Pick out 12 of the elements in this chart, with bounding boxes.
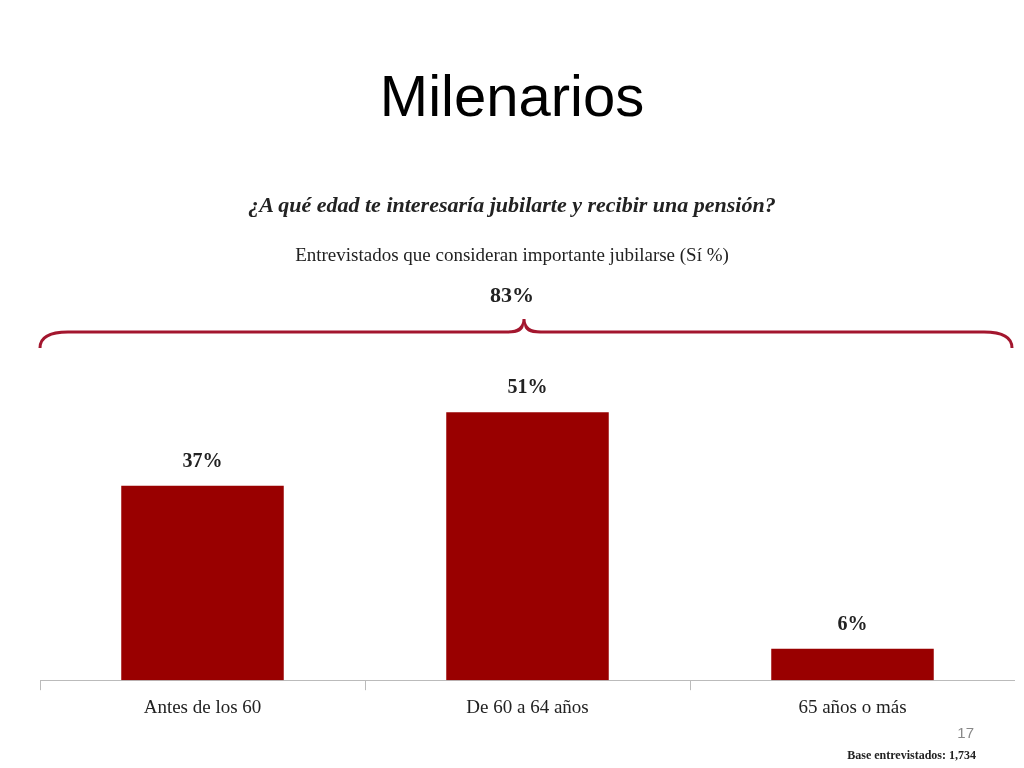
text: Base entrevistados: 1,734 (847, 748, 976, 763)
x-tick-label: 65 años o más (798, 695, 907, 717)
data-label: 6% (837, 611, 868, 634)
text: 83% (489, 282, 535, 308)
data-label: 37% (182, 449, 223, 471)
x-tick-label: De 60 a 64 años (466, 695, 589, 717)
data-label: 51% (507, 375, 548, 398)
text: 17 (956, 724, 974, 741)
chart-subtitle: ¿A qué edad te interesaría jubilarte y recibir una pensión? (247, 192, 777, 218)
text: Entrevistados que consideran importante jubilarse (Sí %) (294, 244, 730, 266)
chart-title: Milenarios (378, 62, 646, 129)
x-tick-label: Antes de los 60 (143, 695, 262, 717)
